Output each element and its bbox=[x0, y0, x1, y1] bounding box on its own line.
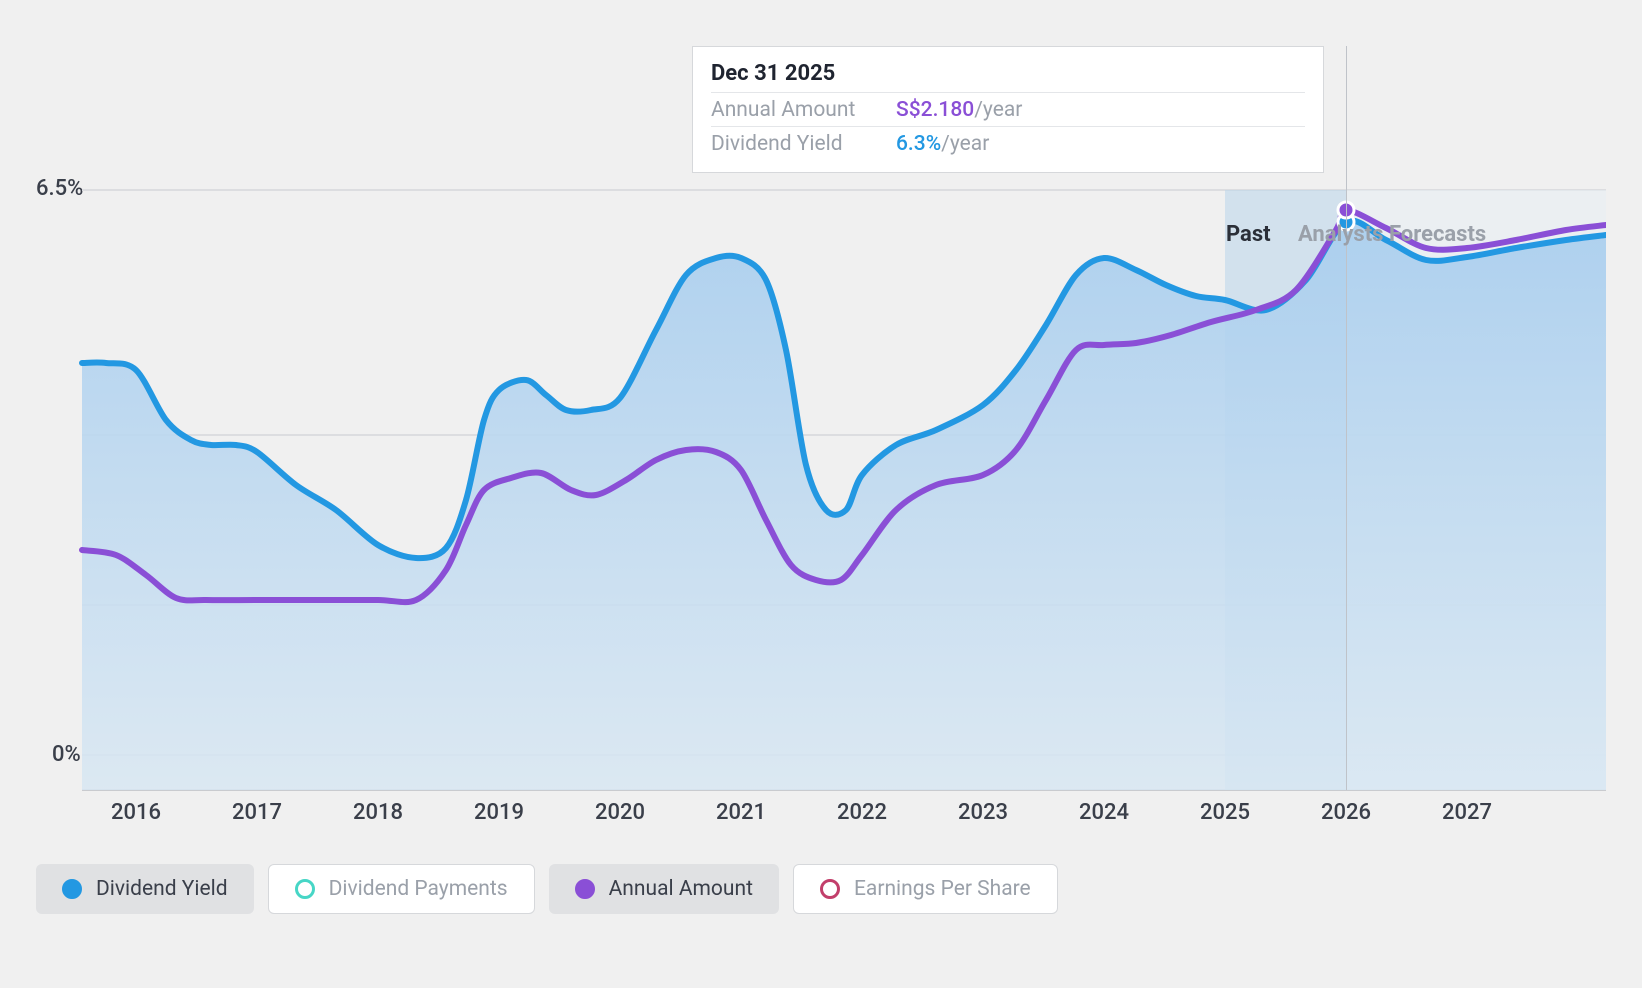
legend-label: Dividend Yield bbox=[96, 877, 228, 901]
legend-label: Dividend Payments bbox=[329, 877, 508, 901]
tooltip-label: Dividend Yield bbox=[711, 132, 896, 156]
legend-label: Earnings Per Share bbox=[854, 877, 1031, 901]
x-tick: 2021 bbox=[716, 800, 766, 825]
x-tick: 2025 bbox=[1200, 800, 1250, 825]
chart-tooltip: Dec 31 2025 Annual Amount S$2.180/year D… bbox=[692, 46, 1324, 173]
x-tick: 2024 bbox=[1079, 800, 1129, 825]
legend: Dividend Yield Dividend Payments Annual … bbox=[36, 864, 1058, 914]
tooltip-value: S$2.180/year bbox=[896, 98, 1305, 122]
x-tick: 2027 bbox=[1442, 800, 1492, 825]
chart-container: 6.5% 0% Past Analysts Forecasts 2016 bbox=[36, 0, 1606, 820]
legend-earnings-per-share[interactable]: Earnings Per Share bbox=[793, 864, 1058, 914]
legend-dot-icon bbox=[295, 879, 315, 899]
x-tick: 2017 bbox=[232, 800, 282, 825]
x-tick: 2016 bbox=[111, 800, 161, 825]
tooltip-row-yield: Dividend Yield 6.3%/year bbox=[711, 126, 1305, 160]
legend-dot-icon bbox=[62, 879, 82, 899]
dividend-yield-area bbox=[82, 221, 1606, 790]
x-tick: 2022 bbox=[837, 800, 887, 825]
forecast-label: Analysts Forecasts bbox=[1298, 222, 1486, 247]
tooltip-label: Annual Amount bbox=[711, 98, 896, 122]
tooltip-title: Dec 31 2025 bbox=[711, 57, 1305, 92]
legend-dot-icon bbox=[575, 879, 595, 899]
legend-label: Annual Amount bbox=[609, 877, 753, 901]
past-label: Past bbox=[1226, 222, 1271, 247]
x-tick: 2018 bbox=[353, 800, 403, 825]
tooltip-value: 6.3%/year bbox=[896, 132, 1305, 156]
tooltip-row-annual: Annual Amount S$2.180/year bbox=[711, 92, 1305, 126]
legend-dividend-payments[interactable]: Dividend Payments bbox=[268, 864, 535, 914]
legend-dot-icon bbox=[820, 879, 840, 899]
x-tick: 2019 bbox=[474, 800, 524, 825]
legend-annual-amount[interactable]: Annual Amount bbox=[549, 864, 779, 914]
x-tick: 2023 bbox=[958, 800, 1008, 825]
x-tick: 2026 bbox=[1321, 800, 1371, 825]
x-tick: 2020 bbox=[595, 800, 645, 825]
hover-guideline bbox=[1346, 46, 1347, 790]
legend-dividend-yield[interactable]: Dividend Yield bbox=[36, 864, 254, 914]
